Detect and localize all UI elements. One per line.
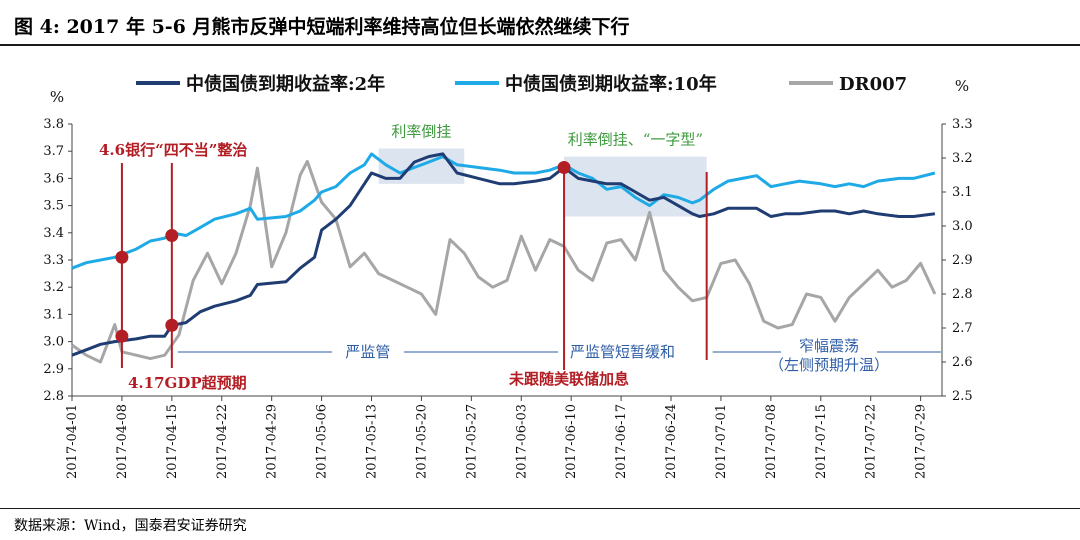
event-label: 4.17GDP超预期 (128, 374, 247, 392)
series-line-dr007 (71, 159, 937, 364)
series-line-2y (71, 152, 936, 357)
y-right-tick-label: 2.9 (952, 253, 973, 268)
y-right-tick-label: 2.7 (952, 321, 973, 336)
y-left-tick-label: 3.4 (43, 226, 64, 241)
y-right-tick-label: 2.6 (952, 355, 973, 370)
legend-label: 中债国债到期收益率:2年 (186, 73, 385, 95)
phase-label: 窄幅震荡 (799, 337, 859, 355)
y-left-tick-label: 3.0 (43, 335, 64, 350)
figure-title: 图 4: 2017 年 5-6 月熊市反弹中短端利率维持高位但长端依然继续下行 (14, 16, 630, 38)
event-label: 未跟随美联储加息 (508, 370, 629, 388)
y-left-tick-label: 3.5 (43, 199, 64, 214)
x-tick-label: 2017-05-27 (464, 404, 479, 479)
y-left-tick-label: 3.8 (43, 117, 64, 132)
x-tick-label: 2017-04-15 (165, 404, 180, 479)
shaded-region (564, 156, 707, 217)
phase-labels: 严监管 严监管短暂缓和 窄幅震荡（左侧预期升温） (177, 337, 941, 374)
phase-label: 严监管 (345, 343, 390, 361)
event-marker (165, 229, 179, 243)
phase-label: 严监管短暂缓和 (570, 343, 675, 361)
x-tick-label: 2017-07-15 (814, 404, 829, 479)
y-right-tick-label: 3.1 (952, 185, 973, 200)
x-tick-label: 2017-07-08 (764, 404, 779, 479)
y-right-tick-label: 2.5 (952, 389, 973, 404)
y-left-tick-label: 3.2 (43, 280, 64, 295)
legend-label: 中债国债到期收益率:10年 (505, 73, 717, 95)
event-lines: 4.6银行“四不当”整治 4.17GDP超预期 未跟随美联储加息 (99, 141, 708, 392)
y-left-tick-label: 3.7 (43, 144, 64, 159)
x-tick-label: 2017-04-29 (265, 404, 280, 479)
title-rule (0, 44, 1080, 46)
legend-label: DR007 (839, 74, 907, 95)
y-left-tick-label: 2.9 (43, 362, 64, 377)
x-tick-label: 2017-05-20 (414, 404, 429, 479)
y-right-tick-label: 2.8 (952, 287, 973, 302)
event-marker (115, 329, 129, 343)
x-tick-label: 2017-05-13 (365, 404, 380, 479)
series-lines (71, 152, 937, 364)
x-tick-label: 2017-05-06 (315, 404, 330, 479)
y-right-unit: % (955, 77, 969, 95)
phase-label-bg (781, 338, 877, 355)
x-tick-label: 2017-04-22 (215, 404, 230, 479)
phase-sublabel: （左侧预期升温） (769, 356, 889, 374)
y-left-tick-label: 3.1 (43, 307, 64, 322)
event-marker (557, 161, 571, 175)
rates-chart: 利率倒挂利率倒挂、“一字型” 2.8 2.9 3.0 3.1 3.2 3.3 3.4 3.5 3… (43, 73, 972, 479)
x-tick-label: 2017-06-03 (514, 404, 529, 479)
y-left-unit: % (50, 88, 64, 106)
x-tick-label: 2017-07-29 (914, 404, 929, 479)
y-right-tick-label: 3.2 (952, 151, 973, 166)
legend: 中债国债到期收益率:2年 中债国债到期收益率:10年 DR007 (136, 73, 907, 95)
x-tick-label: 2017-06-10 (564, 404, 579, 479)
source-note: 数据来源：Wind，国泰君安证券研究 (14, 518, 247, 534)
event-marker (165, 318, 179, 332)
y-left-tick-label: 3.3 (43, 253, 64, 268)
x-tick-label: 2017-07-22 (864, 404, 879, 479)
x-tick-label: 2017-06-24 (664, 404, 679, 479)
y-right-tick-label: 3.0 (952, 219, 973, 234)
x-tick-label: 2017-07-01 (714, 404, 729, 479)
x-tick-label: 2017-06-17 (614, 404, 629, 479)
inversion-label: 利率倒挂、“一字型” (568, 131, 703, 149)
x-tick-label: 2017-04-01 (65, 404, 80, 479)
inversion-label: 利率倒挂 (391, 122, 451, 140)
y-left-tick-label: 2.8 (43, 389, 64, 404)
shaded-regions: 利率倒挂利率倒挂、“一字型” (378, 122, 707, 217)
event-marker (115, 250, 129, 264)
source-rule (0, 508, 1080, 509)
x-tick-label: 2017-04-08 (115, 404, 130, 479)
y-left-tick-label: 3.6 (43, 171, 64, 186)
series-line-10y (71, 152, 936, 270)
event-label: 4.6银行“四不当”整治 (99, 141, 247, 159)
axes: 2.8 2.9 3.0 3.1 3.2 3.3 3.4 3.5 3.6 3.7 3.8 2.5 2.6 2… (43, 77, 972, 479)
y-right-tick-label: 3.3 (952, 117, 973, 132)
